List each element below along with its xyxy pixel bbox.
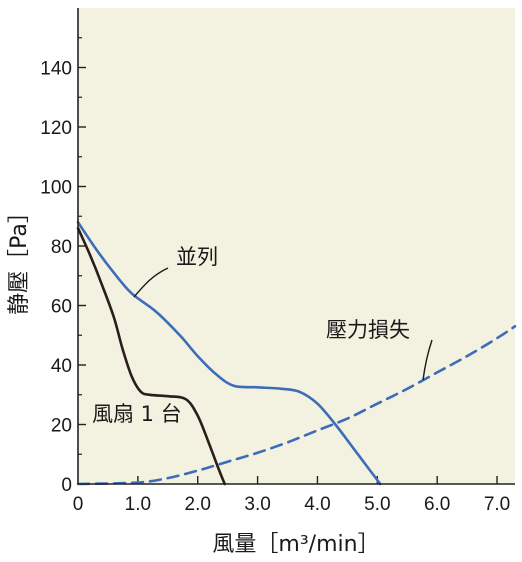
x-tick-label: 4.0 — [304, 494, 330, 515]
y-tick-label: 80 — [51, 237, 72, 258]
x-tick-label: 3.0 — [244, 494, 270, 515]
annotation-leader-parallel — [133, 267, 169, 298]
y-axis-ticks: 0 20 40 60 80 100 120 140 — [40, 37, 86, 496]
x-tick-label: 2.0 — [185, 494, 211, 515]
series-layer — [76, 220, 517, 486]
x-axis-ticks: 0 1.0 2.0 3.0 4.0 5.0 6.0 7.0 — [73, 476, 510, 515]
y-tick-label: 140 — [40, 59, 72, 80]
series-line-single-fan — [76, 226, 226, 486]
annotation-single-fan: 風扇 1 台 — [92, 402, 182, 426]
x-axis-title: 風量［m³/min］ — [212, 532, 379, 557]
y-tick-label: 20 — [51, 416, 72, 437]
x-tick-label: 0 — [73, 494, 84, 515]
x-tick-label: 6.0 — [424, 494, 450, 515]
series-line-pressure-loss — [76, 325, 517, 486]
x-tick-label: 1.0 — [125, 494, 151, 515]
series-line-parallel — [76, 220, 382, 486]
plot-area — [78, 8, 515, 484]
y-tick-label: 40 — [51, 356, 72, 377]
x-tick-label: 7.0 — [484, 494, 510, 515]
y-tick-label: 120 — [40, 118, 72, 139]
y-tick-label: 0 — [61, 475, 72, 496]
annotation-parallel: 並列 — [176, 245, 218, 269]
y-axis-title: 静壓［Pa］ — [7, 201, 32, 315]
y-tick-label: 60 — [51, 297, 72, 318]
annotation-pressure-loss: 壓力損失 — [326, 318, 410, 342]
annotation-leader-pressure-loss — [422, 339, 433, 381]
x-tick-label: 5.0 — [364, 494, 390, 515]
y-tick-label: 100 — [40, 178, 72, 199]
